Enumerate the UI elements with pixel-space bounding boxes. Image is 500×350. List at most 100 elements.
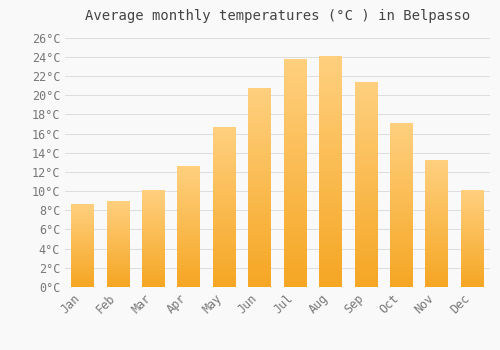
Bar	[461, 256, 484, 258]
Bar	[71, 247, 94, 248]
Bar	[71, 217, 94, 218]
Bar	[106, 258, 130, 259]
Bar	[178, 212, 201, 215]
Bar	[248, 100, 272, 104]
Bar	[284, 177, 306, 182]
Bar	[461, 210, 484, 211]
Bar	[71, 230, 94, 232]
Bar	[319, 255, 342, 259]
Bar	[390, 251, 413, 254]
Bar	[354, 246, 378, 250]
Bar	[461, 250, 484, 252]
Bar	[319, 125, 342, 130]
Bar	[426, 203, 448, 206]
Bar	[71, 239, 94, 240]
Bar	[426, 186, 448, 188]
Bar	[71, 222, 94, 224]
Bar	[106, 272, 130, 273]
Bar	[319, 273, 342, 278]
Bar	[284, 269, 306, 273]
Bar	[426, 241, 448, 244]
Bar	[213, 162, 236, 165]
Bar	[142, 266, 165, 268]
Bar	[284, 173, 306, 177]
Bar	[142, 221, 165, 223]
Bar	[71, 275, 94, 277]
Bar	[248, 239, 272, 243]
Bar	[390, 182, 413, 185]
Bar	[178, 181, 201, 183]
Bar	[461, 208, 484, 210]
Bar	[284, 86, 306, 91]
Bar	[71, 255, 94, 257]
Bar	[106, 259, 130, 261]
Bar	[461, 227, 484, 229]
Bar	[284, 150, 306, 155]
Bar	[390, 143, 413, 146]
Bar	[178, 210, 201, 212]
Bar	[248, 176, 272, 180]
Bar	[284, 237, 306, 242]
Bar	[106, 206, 130, 208]
Bar	[248, 132, 272, 136]
Bar	[178, 275, 201, 277]
Bar	[426, 259, 448, 262]
Bar	[142, 277, 165, 279]
Bar	[106, 263, 130, 265]
Bar	[390, 185, 413, 189]
Bar	[390, 267, 413, 271]
Bar	[461, 192, 484, 194]
Bar	[354, 176, 378, 180]
Bar	[178, 226, 201, 229]
Bar	[390, 241, 413, 244]
Bar	[71, 282, 94, 284]
Bar	[106, 225, 130, 226]
Bar	[142, 258, 165, 260]
Bar	[461, 279, 484, 281]
Bar	[178, 188, 201, 190]
Bar	[106, 230, 130, 232]
Bar	[213, 188, 236, 191]
Bar	[142, 283, 165, 285]
Bar	[354, 102, 378, 106]
Bar	[284, 205, 306, 209]
Bar	[284, 136, 306, 141]
Bar	[426, 252, 448, 254]
Bar	[284, 68, 306, 72]
Bar	[71, 262, 94, 264]
Bar	[426, 209, 448, 211]
Bar	[178, 280, 201, 282]
Bar	[142, 250, 165, 252]
Bar	[178, 248, 201, 251]
Bar	[248, 247, 272, 251]
Bar	[284, 228, 306, 232]
Bar	[354, 184, 378, 188]
Bar	[284, 168, 306, 173]
Bar	[319, 97, 342, 102]
Bar	[71, 267, 94, 269]
Bar	[319, 84, 342, 88]
Bar	[71, 279, 94, 280]
Bar	[213, 153, 236, 156]
Bar	[354, 94, 378, 98]
Bar	[178, 229, 201, 231]
Bar	[426, 160, 448, 163]
Bar	[71, 240, 94, 242]
Bar	[284, 113, 306, 118]
Bar	[461, 244, 484, 246]
Bar	[178, 270, 201, 273]
Bar	[248, 263, 272, 267]
Bar	[319, 88, 342, 93]
Bar	[106, 256, 130, 258]
Bar	[319, 116, 342, 120]
Bar	[213, 239, 236, 242]
Bar	[213, 175, 236, 178]
Bar	[390, 248, 413, 251]
Bar	[213, 268, 236, 271]
Bar	[461, 225, 484, 227]
Bar	[106, 209, 130, 211]
Bar	[354, 234, 378, 238]
Bar	[284, 127, 306, 132]
Bar	[354, 238, 378, 242]
Bar	[213, 284, 236, 287]
